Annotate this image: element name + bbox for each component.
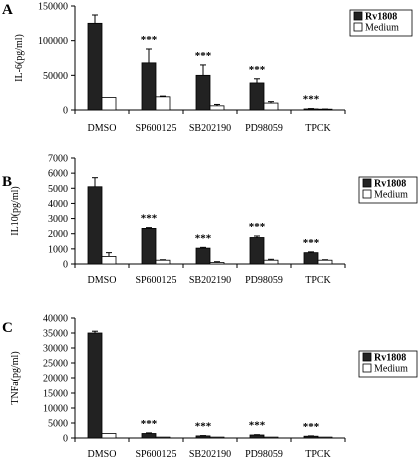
y-tick-label: 0 <box>63 106 68 117</box>
significance-marker: *** <box>249 64 266 76</box>
y-axis-label: IL-6(pg/ml) <box>14 34 25 82</box>
bar-medium-sb202190 <box>209 436 225 439</box>
bar-rv1808-pd98059 <box>249 82 265 111</box>
bar-medium-sp600125 <box>155 259 171 265</box>
bar-medium-sp600125 <box>155 96 171 111</box>
bar-medium-tpck <box>317 259 333 265</box>
y-tick-label: 15000 <box>43 389 68 400</box>
bar-rv1808-tpck <box>303 252 319 265</box>
category-label: TPCK <box>305 275 331 286</box>
bar-rv1808-sp600125 <box>141 62 157 111</box>
significance-marker: *** <box>195 232 212 244</box>
significance-marker: *** <box>303 94 320 106</box>
bar-medium-sb202190 <box>209 105 225 111</box>
panel-label: A <box>2 2 13 18</box>
y-tick-label: 3000 <box>48 214 68 225</box>
y-tick-label: 6000 <box>48 169 68 180</box>
bar-rv1808-dmso <box>87 186 103 265</box>
panel-label: C <box>2 320 13 336</box>
y-tick-label: 100000 <box>38 36 68 47</box>
y-tick-label: 1000 <box>48 244 68 255</box>
y-tick-label: 0 <box>63 260 68 271</box>
significance-marker: *** <box>249 221 266 233</box>
y-axis-label: TNFa(pg/ml) <box>10 351 21 404</box>
category-label: SB202190 <box>189 123 231 134</box>
y-tick-label: 150000 <box>38 2 68 13</box>
bar-medium-dmso <box>101 433 117 439</box>
significance-marker: *** <box>195 421 212 433</box>
bar-medium-dmso <box>101 256 117 265</box>
bar-medium-pd98059 <box>263 436 279 439</box>
bar-medium-sb202190 <box>209 262 225 265</box>
y-tick-label: 7000 <box>48 154 68 165</box>
y-tick-label: 0 <box>63 434 68 445</box>
bar-rv1808-sb202190 <box>195 247 211 265</box>
bar-rv1808-dmso <box>87 22 103 111</box>
category-label: PD98059 <box>245 449 283 460</box>
legend-label: Rv1808 <box>365 12 397 23</box>
category-label: TPCK <box>305 123 331 134</box>
category-label: SP600125 <box>135 449 176 460</box>
category-label: SB202190 <box>189 275 231 286</box>
bar-rv1808-sp600125 <box>141 433 157 439</box>
legend-label: Rv1808 <box>374 353 406 364</box>
panel-label: B <box>2 174 12 190</box>
y-tick-label: 10000 <box>43 404 68 415</box>
bar-rv1808-tpck <box>303 435 319 439</box>
bar-medium-sp600125 <box>155 436 171 439</box>
legend-swatch <box>353 11 363 21</box>
significance-marker: *** <box>249 420 266 432</box>
bar-rv1808-sp600125 <box>141 228 157 265</box>
category-label: DMSO <box>88 449 117 460</box>
category-label: TPCK <box>305 449 331 460</box>
y-tick-label: 2000 <box>48 229 68 240</box>
bar-medium-tpck <box>317 436 333 439</box>
category-label: SP600125 <box>135 275 176 286</box>
y-tick-label: 40000 <box>43 314 68 325</box>
legend-swatch <box>353 22 363 32</box>
category-label: SP600125 <box>135 123 176 134</box>
bar-medium-pd98059 <box>263 102 279 111</box>
legend-label: Medium <box>365 23 399 34</box>
significance-marker: *** <box>141 34 158 46</box>
y-tick-label: 5000 <box>48 184 68 195</box>
category-label: PD98059 <box>245 123 283 134</box>
legend-swatch <box>362 363 372 373</box>
category-label: DMSO <box>88 123 117 134</box>
y-tick-label: 25000 <box>43 359 68 370</box>
significance-marker: *** <box>195 50 212 62</box>
category-label: SB202190 <box>189 449 231 460</box>
bar-rv1808-sb202190 <box>195 435 211 439</box>
bar-rv1808-pd98059 <box>249 434 265 439</box>
category-label: PD98059 <box>245 275 283 286</box>
significance-marker: *** <box>303 421 320 433</box>
legend-swatch <box>362 178 372 188</box>
bar-rv1808-sb202190 <box>195 74 211 111</box>
bar-rv1808-tpck <box>303 108 319 111</box>
y-tick-label: 35000 <box>43 329 68 340</box>
y-tick-label: 50000 <box>43 71 68 82</box>
bar-rv1808-dmso <box>87 332 103 439</box>
legend-swatch <box>362 352 372 362</box>
legend-label: Medium <box>374 190 408 201</box>
significance-marker: *** <box>303 237 320 249</box>
y-tick-label: 30000 <box>43 344 68 355</box>
legend-swatch <box>362 189 372 199</box>
y-tick-label: 5000 <box>48 419 68 430</box>
y-tick-label: 20000 <box>43 374 68 385</box>
significance-marker: *** <box>141 213 158 225</box>
bar-medium-dmso <box>101 97 117 111</box>
significance-marker: *** <box>141 418 158 430</box>
bar-medium-pd98059 <box>263 259 279 265</box>
legend-label: Rv1808 <box>374 179 406 190</box>
bar-rv1808-pd98059 <box>249 237 265 265</box>
y-axis-label: IL10(pg/ml) <box>10 186 21 235</box>
category-label: DMSO <box>88 275 117 286</box>
y-tick-label: 4000 <box>48 199 68 210</box>
legend-label: Medium <box>374 364 408 375</box>
